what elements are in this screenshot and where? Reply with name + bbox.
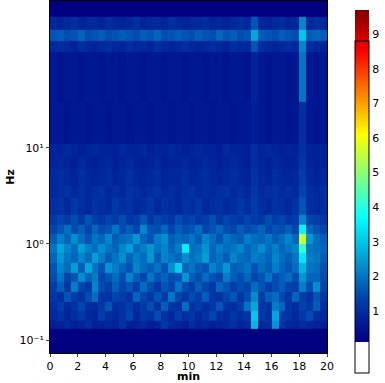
svg-text:2: 2 <box>372 270 379 283</box>
svg-text:6: 6 <box>130 360 137 373</box>
svg-text:1: 1 <box>372 305 379 318</box>
svg-text:10⁻¹: 10⁻¹ <box>20 334 44 347</box>
svg-text:10⁰: 10⁰ <box>25 238 44 251</box>
svg-text:3: 3 <box>372 236 379 249</box>
svg-text:16: 16 <box>265 360 279 373</box>
svg-text:min: min <box>177 370 200 383</box>
svg-text:4: 4 <box>372 201 379 214</box>
svg-text:12: 12 <box>209 360 223 373</box>
svg-text:4: 4 <box>102 360 109 373</box>
svg-text:8: 8 <box>157 360 164 373</box>
svg-text:10¹: 10¹ <box>25 142 43 155</box>
svg-text:10: 10 <box>182 360 196 373</box>
svg-text:2: 2 <box>74 360 81 373</box>
svg-text:Hz: Hz <box>4 169 17 185</box>
svg-text:9: 9 <box>372 28 379 41</box>
svg-text:7: 7 <box>372 97 379 110</box>
svg-text:8: 8 <box>372 63 379 76</box>
svg-text:20: 20 <box>320 360 334 373</box>
svg-text:5: 5 <box>372 166 379 179</box>
svg-text:14: 14 <box>237 360 251 373</box>
svg-text:6: 6 <box>372 132 379 145</box>
svg-text:18: 18 <box>292 360 306 373</box>
svg-text:0: 0 <box>47 360 54 373</box>
